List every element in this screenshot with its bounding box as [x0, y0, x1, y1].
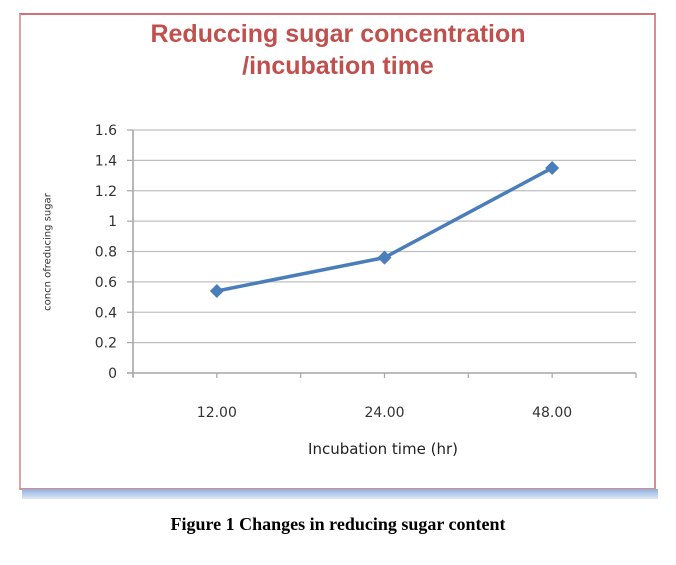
x-tick-label: 48.00 — [532, 405, 572, 421]
y-tick-label: 0 — [108, 366, 117, 382]
y-tick-label: 1.2 — [95, 184, 117, 200]
chart-title-line-2: /incubation time — [242, 52, 434, 80]
y-tick-label: 0.4 — [95, 305, 117, 321]
data-point-marker — [377, 250, 392, 265]
chart-frame-shadow — [22, 489, 658, 499]
y-tick-label: 1 — [108, 214, 117, 230]
chart-title: Reduccing sugar concentration /incubatio… — [0, 18, 676, 82]
x-tick-label: 12.00 — [197, 405, 237, 421]
series-line — [216, 166, 553, 293]
data-point-marker — [209, 283, 224, 298]
x-axis-label: Incubation time (hr) — [308, 440, 458, 458]
chart-title-line-1: Reduccing sugar concentration — [150, 20, 526, 48]
figure-caption: Figure 1 Changes in reducing sugar conte… — [170, 514, 506, 534]
y-tick-label: 0.6 — [95, 275, 117, 291]
x-tick-label: 24.00 — [364, 405, 404, 421]
y-tick-label: 1.4 — [95, 153, 117, 169]
y-tick-label: 1.6 — [95, 123, 117, 139]
data-point-marker — [545, 160, 560, 175]
y-tick-label: 0.8 — [95, 245, 117, 261]
y-tick-label: 0.2 — [95, 336, 117, 352]
